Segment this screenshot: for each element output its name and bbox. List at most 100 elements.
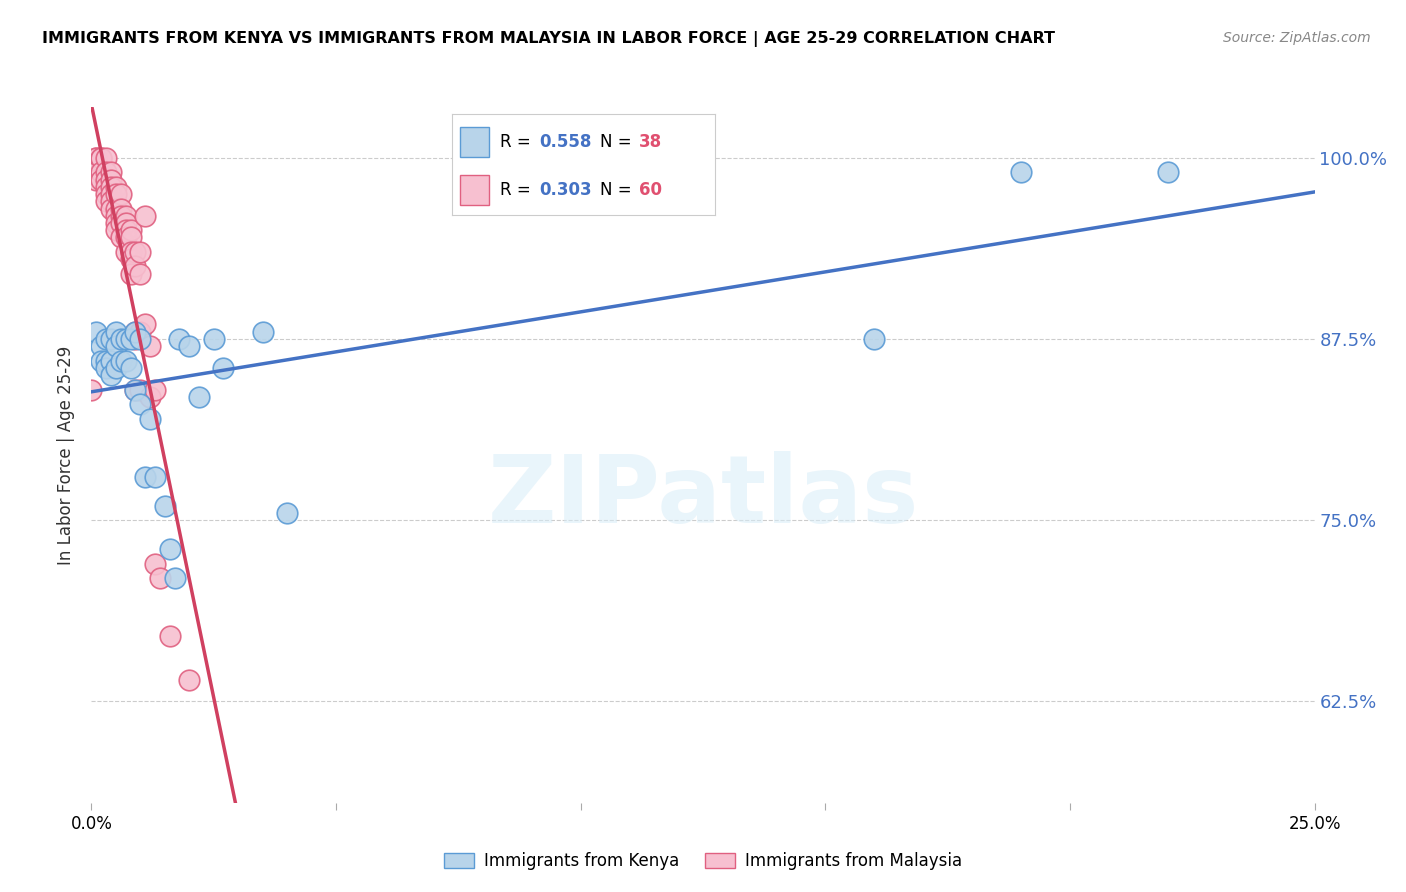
Point — [84, 172, 107, 186]
Point — [94, 186, 117, 201]
Point — [124, 383, 146, 397]
Point — [94, 179, 117, 194]
Point — [100, 332, 122, 346]
Point — [80, 383, 103, 397]
Point — [84, 151, 107, 165]
Point — [124, 325, 146, 339]
Point — [110, 353, 132, 368]
Point — [179, 339, 201, 353]
Point — [139, 390, 162, 404]
Point — [153, 499, 176, 513]
Point — [94, 332, 117, 346]
Point — [143, 557, 166, 571]
Point — [159, 629, 181, 643]
Point — [129, 267, 152, 281]
Point — [94, 194, 117, 209]
Point — [100, 165, 122, 179]
Point — [202, 332, 225, 346]
Point — [129, 332, 152, 346]
Point — [100, 202, 122, 216]
Point — [94, 151, 117, 165]
Point — [124, 383, 146, 397]
Point — [163, 571, 186, 585]
Point — [90, 339, 112, 353]
Point — [110, 186, 132, 201]
Point — [100, 368, 122, 383]
Point — [90, 172, 112, 186]
Point — [90, 353, 112, 368]
Point — [100, 186, 122, 201]
Point — [129, 383, 152, 397]
Point — [120, 230, 142, 244]
Point — [134, 469, 156, 483]
Point — [179, 673, 201, 687]
Point — [149, 571, 172, 585]
Point — [100, 194, 122, 209]
Point — [94, 353, 117, 368]
Legend: Immigrants from Kenya, Immigrants from Malaysia: Immigrants from Kenya, Immigrants from M… — [437, 846, 969, 877]
Point — [159, 542, 181, 557]
Point — [212, 360, 235, 375]
Point — [124, 244, 146, 259]
Point — [104, 360, 127, 375]
Point — [1010, 165, 1032, 179]
Point — [100, 172, 122, 186]
Point — [120, 223, 142, 237]
Point — [134, 318, 156, 332]
Point — [143, 469, 166, 483]
Point — [94, 360, 117, 375]
Point — [84, 151, 107, 165]
Point — [124, 325, 146, 339]
Point — [104, 223, 127, 237]
Point — [114, 353, 136, 368]
Point — [114, 216, 136, 230]
Point — [110, 209, 132, 223]
Point — [120, 244, 142, 259]
Point — [104, 186, 127, 201]
Point — [114, 223, 136, 237]
Point — [104, 216, 127, 230]
Point — [120, 332, 142, 346]
Point — [104, 339, 127, 353]
Point — [252, 325, 274, 339]
Point — [104, 209, 127, 223]
Point — [124, 260, 146, 274]
Point — [90, 165, 112, 179]
Point — [120, 252, 142, 267]
Y-axis label: In Labor Force | Age 25-29: In Labor Force | Age 25-29 — [58, 345, 76, 565]
Text: ZIPatlas: ZIPatlas — [488, 450, 918, 542]
Point — [276, 506, 298, 520]
Point — [143, 383, 166, 397]
Point — [100, 353, 122, 368]
Text: Source: ZipAtlas.com: Source: ZipAtlas.com — [1223, 31, 1371, 45]
Point — [863, 332, 886, 346]
Point — [139, 339, 162, 353]
Point — [100, 179, 122, 194]
Point — [104, 179, 127, 194]
Point — [94, 165, 117, 179]
Point — [114, 209, 136, 223]
Point — [90, 151, 112, 165]
Point — [94, 172, 117, 186]
Point — [104, 202, 127, 216]
Point — [110, 202, 132, 216]
Point — [114, 332, 136, 346]
Point — [120, 267, 142, 281]
Point — [110, 216, 132, 230]
Point — [114, 244, 136, 259]
Point — [188, 390, 211, 404]
Point — [124, 332, 146, 346]
Point — [104, 325, 127, 339]
Point — [110, 332, 132, 346]
Point — [169, 332, 191, 346]
Point — [129, 397, 152, 411]
Point — [139, 411, 162, 425]
Point — [84, 165, 107, 179]
Point — [129, 325, 152, 339]
Point — [110, 230, 132, 244]
Point — [90, 151, 112, 165]
Text: IMMIGRANTS FROM KENYA VS IMMIGRANTS FROM MALAYSIA IN LABOR FORCE | AGE 25-29 COR: IMMIGRANTS FROM KENYA VS IMMIGRANTS FROM… — [42, 31, 1054, 47]
Point — [129, 244, 152, 259]
Point — [120, 360, 142, 375]
Point — [134, 209, 156, 223]
